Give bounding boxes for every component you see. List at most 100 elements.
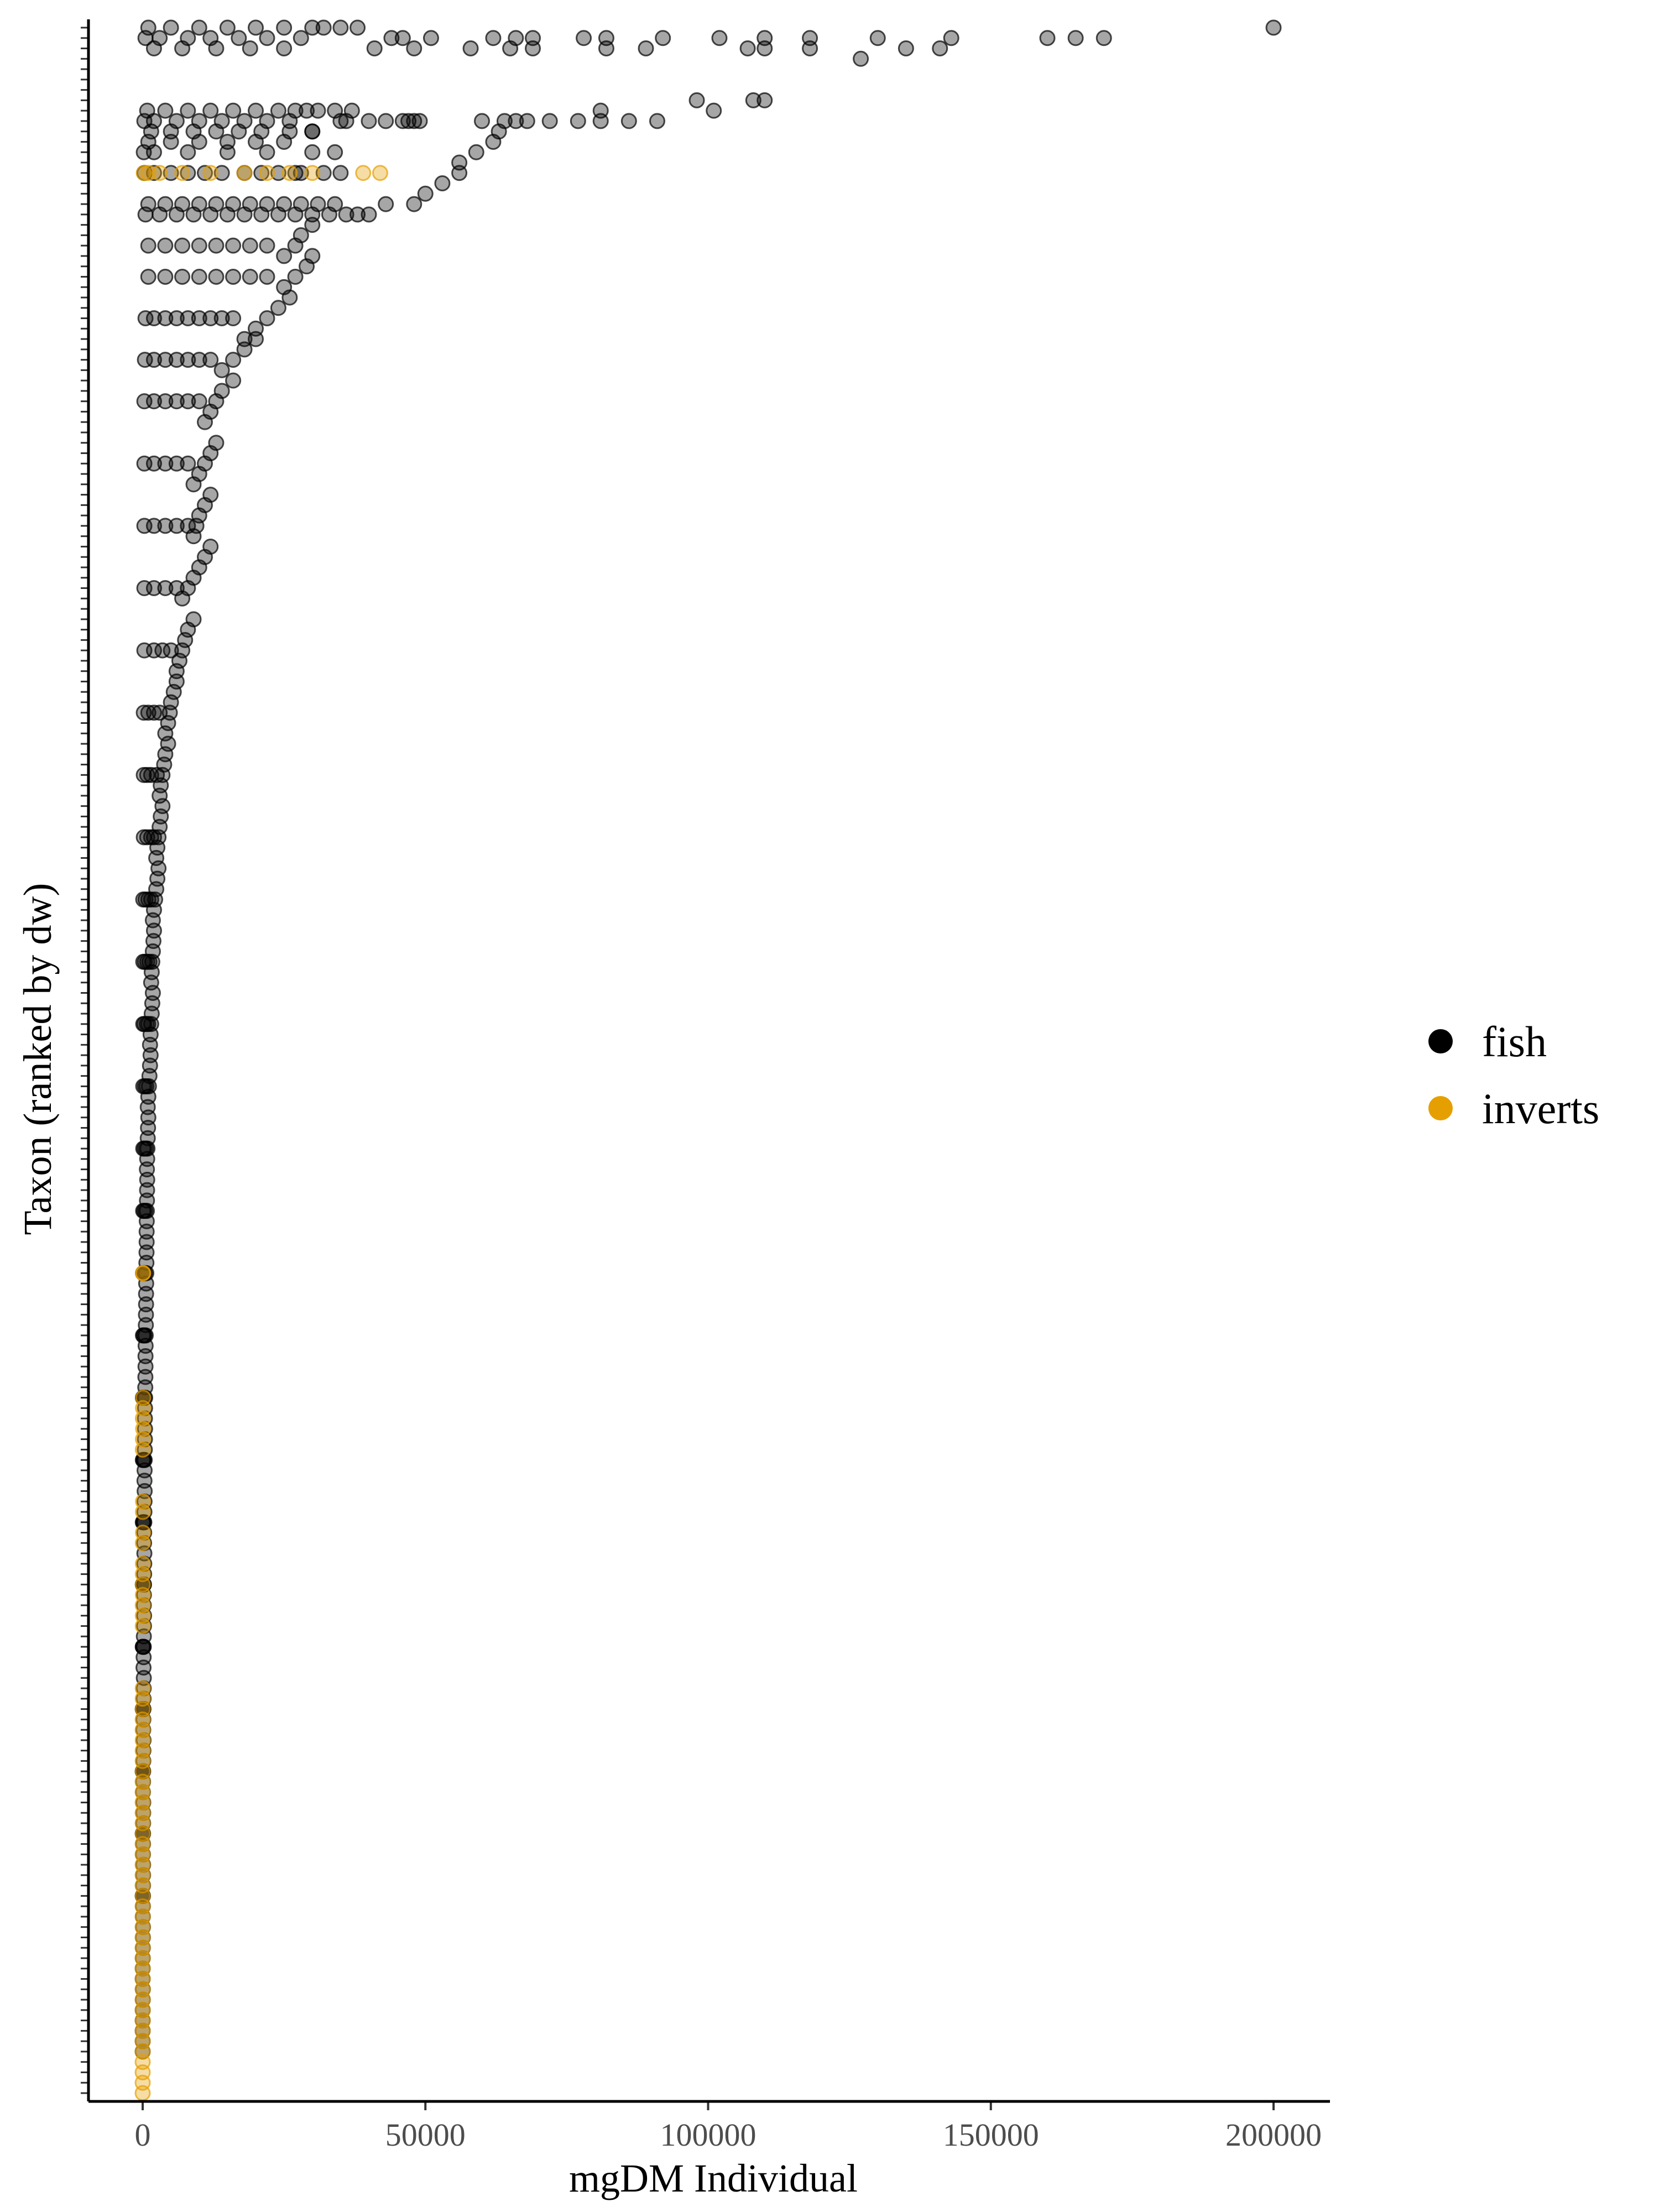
legend: fish inverts bbox=[1428, 1018, 1599, 1133]
data-point-inverts bbox=[134, 1535, 151, 1551]
data-point-fish bbox=[242, 237, 258, 254]
data-point-fish bbox=[191, 19, 207, 36]
data-point-fish bbox=[1095, 30, 1112, 46]
data-point-inverts bbox=[259, 165, 275, 181]
data-point-fish bbox=[327, 144, 343, 160]
data-point-fish bbox=[163, 642, 179, 659]
data-point-fish bbox=[270, 206, 286, 223]
data-point-fish bbox=[180, 455, 196, 472]
data-point-fish bbox=[180, 352, 196, 368]
data-point-fish bbox=[304, 217, 321, 233]
data-point-fish bbox=[137, 310, 154, 327]
data-point-fish bbox=[259, 310, 275, 327]
data-point-fish bbox=[157, 310, 174, 327]
data-point-fish bbox=[541, 113, 558, 129]
data-point-fish bbox=[259, 30, 275, 46]
data-point-fish bbox=[168, 393, 185, 410]
data-point-fish bbox=[168, 518, 185, 534]
data-point-fish bbox=[180, 165, 196, 181]
data-point-fish bbox=[208, 40, 225, 57]
data-point-fish bbox=[259, 144, 275, 160]
data-point-fish bbox=[136, 518, 153, 534]
data-point-fish bbox=[225, 102, 242, 119]
data-point-fish bbox=[248, 133, 264, 150]
data-point-fish bbox=[287, 237, 304, 254]
data-point-fish bbox=[802, 40, 818, 57]
data-point-inverts bbox=[202, 165, 219, 181]
data-point-fish bbox=[310, 102, 326, 119]
data-point-fish bbox=[157, 102, 174, 119]
x-axis-title: mgDM Individual bbox=[569, 2156, 858, 2200]
data-point-fish bbox=[157, 393, 174, 410]
data-point-fish bbox=[304, 144, 321, 160]
series-inverts bbox=[134, 165, 388, 2101]
data-point-fish bbox=[135, 1078, 152, 1094]
data-point-fish bbox=[219, 19, 236, 36]
data-point-fish bbox=[757, 40, 773, 57]
data-point-fish bbox=[135, 144, 152, 160]
data-point-fish bbox=[168, 206, 185, 223]
x-tick-label: 150000 bbox=[943, 2117, 1039, 2153]
data-point-fish bbox=[191, 393, 207, 410]
data-point-fish bbox=[208, 268, 225, 285]
data-point-inverts bbox=[174, 165, 191, 181]
data-point-fish bbox=[168, 310, 185, 327]
data-point-fish bbox=[196, 414, 213, 430]
data-point-fish bbox=[338, 113, 354, 129]
data-point-fish bbox=[163, 165, 179, 181]
data-point-fish bbox=[231, 30, 247, 46]
data-point-fish bbox=[208, 237, 225, 254]
data-point-inverts bbox=[134, 1441, 151, 1458]
data-point-fish bbox=[315, 165, 332, 181]
data-point-fish bbox=[332, 113, 349, 129]
data-point-fish bbox=[739, 40, 756, 57]
data-point-fish bbox=[293, 165, 309, 181]
data-point-fish bbox=[417, 185, 434, 202]
data-point-fish bbox=[136, 455, 153, 472]
data-point-fish bbox=[434, 175, 451, 192]
data-point-fish bbox=[270, 165, 286, 181]
data-point-fish bbox=[140, 268, 156, 285]
data-point-fish bbox=[152, 705, 168, 721]
data-point-inverts bbox=[140, 165, 156, 181]
data-point-fish bbox=[152, 206, 168, 223]
data-point-fish bbox=[638, 40, 654, 57]
data-point-inverts bbox=[135, 165, 152, 181]
data-point-fish bbox=[135, 1327, 152, 1344]
data-point-fish bbox=[361, 206, 377, 223]
data-point-fish bbox=[145, 40, 162, 57]
data-point-fish bbox=[135, 953, 152, 970]
data-point-fish bbox=[332, 165, 349, 181]
data-point-fish bbox=[135, 705, 152, 721]
data-point-fish bbox=[349, 19, 366, 36]
data-point-fish bbox=[525, 40, 541, 57]
data-point-fish bbox=[154, 642, 171, 659]
data-point-fish bbox=[422, 30, 439, 46]
data-point-inverts bbox=[134, 1504, 151, 1520]
data-point-fish bbox=[299, 102, 315, 119]
data-point-fish bbox=[259, 237, 275, 254]
x-axis-ticks: 0 50000 100000 150000 200000 bbox=[135, 2101, 1322, 2153]
data-point-fish bbox=[745, 92, 761, 108]
data-point-fish bbox=[932, 40, 948, 57]
data-point-fish bbox=[168, 580, 185, 597]
data-point-fish bbox=[394, 30, 411, 46]
data-point-fish bbox=[400, 113, 417, 129]
data-point-fish bbox=[202, 206, 219, 223]
data-point-fish bbox=[711, 30, 728, 46]
data-point-fish bbox=[757, 92, 773, 108]
data-point-fish bbox=[655, 30, 671, 46]
data-point-fish bbox=[519, 113, 535, 129]
data-point-fish bbox=[136, 580, 153, 597]
data-point-fish bbox=[406, 113, 422, 129]
data-point-fish bbox=[688, 92, 705, 108]
data-point-fish bbox=[332, 19, 349, 36]
data-point-fish bbox=[191, 268, 207, 285]
data-point-fish bbox=[378, 113, 394, 129]
data-point-fish bbox=[225, 310, 242, 327]
data-point-fish bbox=[242, 40, 258, 57]
data-point-fish bbox=[406, 40, 422, 57]
data-point-fish bbox=[321, 206, 337, 223]
data-point-fish bbox=[168, 455, 185, 472]
